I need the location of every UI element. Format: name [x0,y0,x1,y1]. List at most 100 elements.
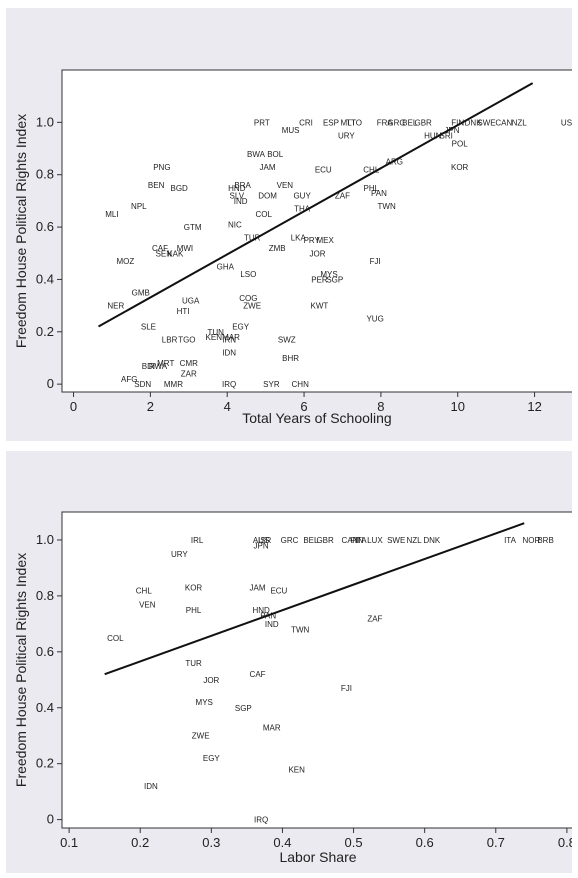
data-point-label: NPL [131,202,147,211]
data-point-label: ZAR [181,370,197,379]
data-point-label: CAF [250,670,266,679]
data-point-label: ISR [258,536,272,545]
data-point-label: JOR [203,676,219,685]
data-point-label: ZAF [367,614,382,623]
x-tick-label: 12 [527,399,541,414]
data-point-label: DNK [423,536,441,545]
data-point-label: EGY [203,754,221,763]
data-point-label: URY [338,131,355,140]
y-axis-label: Freedom House Political Rights Index [13,553,29,787]
y-tick-label: 0.4 [36,271,54,286]
data-point-label: PNG [153,163,170,172]
y-tick-label: 0 [47,812,54,827]
data-point-label: MRT [157,359,174,368]
x-tick-label: 8 [377,399,384,414]
data-point-label: SEN [156,249,173,258]
x-tick-label: 2 [147,399,154,414]
fit-line [98,82,534,328]
x-tick-label: 4 [224,399,231,414]
data-point-label: FIN [351,536,364,545]
data-point-label: PRT [254,118,270,127]
data-point-label: HUN [424,131,442,140]
data-point-label: UGA [182,296,200,305]
data-point-label: SWE [387,536,405,545]
data-point-label: GHA [217,262,235,271]
data-point-label: CHL [136,586,153,595]
data-point-label: KAK [167,249,184,258]
x-axis-label: Total Years of Schooling [242,410,391,426]
data-point-label: NZL [406,536,422,545]
data-point-label: NOR [522,536,540,545]
data-point-label: MLI [105,210,118,219]
data-point-label: PAN [371,189,387,198]
data-point-label: PHL [186,606,202,615]
data-point-label: KEN [288,765,305,774]
data-point-label: IRN [222,336,236,345]
data-point-label: TUR [244,234,261,243]
data-point-label: SDN [134,380,151,389]
data-point-label: IRQ [222,380,236,389]
y-tick-label: 0.6 [36,219,54,234]
data-point-label: BWA [247,150,266,159]
data-point-label: SGP [326,275,343,284]
data-point-label: VEN [139,600,156,609]
data-point-label: LKA [291,234,307,243]
chart-panel-schooling: 0 0.2 0.4 0.6 0.8 1.0 0 2 4 6 8 10 12 PRT CRI ESP MLT T… [6,8,572,441]
data-point-label: ZMB [269,244,286,253]
data-point-label: BGD [171,184,189,193]
data-point-label: URY [171,550,188,559]
data-point-label: AFG [121,375,137,384]
data-point-label: KWT [311,302,329,311]
data-point-label: CAN [342,536,359,545]
labor-share-chart: 0 0.2 0.4 0.6 0.8 1.0 0.1 0.2 0.3 0.4 0.5 0.6 0.7 0.… [13,511,572,865]
data-point-label: AUS [253,536,269,545]
x-axis-label: Labor Share [279,849,356,865]
data-point-label: TWN [378,202,396,211]
data-point-label: ITA [504,536,517,545]
data-point-label: MYS [320,270,337,279]
data-point-label: JPN [444,126,459,135]
data-point-label: HND [252,606,270,615]
data-point-label: PHL [364,184,380,193]
y-tick-label: 0.2 [36,324,54,339]
x-tick-label: 10 [451,399,465,414]
data-point-label: MEX [317,236,335,245]
y-tick-label: 0.8 [36,588,54,603]
data-point-label: IRL [191,536,204,545]
data-point-label: MUS [282,126,300,135]
data-point-label: JPN [254,542,269,551]
x-tick-label: 0.5 [345,835,363,850]
data-point-label: BOL [267,150,284,159]
data-point-label: NZL [512,118,528,127]
data-point-label: GUY [293,192,311,201]
data-point-label: MLT [341,118,357,127]
data-point-label: JAM [250,584,266,593]
x-tick-label: 0.2 [131,835,149,850]
data-point-label: GBR [316,536,334,545]
data-point-label: MAR [263,723,281,732]
data-point-label: ECU [315,165,332,174]
schooling-chart: 00.20.40.60.81.0 0 2 4 6 8 10 12 PRT CRI ESP MLTT… [13,69,572,426]
fit-line [104,522,525,676]
data-point-label: ZWE [192,732,210,741]
data-point-label: ARG [386,158,403,167]
x-tick-label: 0.4 [273,835,291,850]
data-point-label: PRY [304,236,321,245]
plot-area [61,511,572,829]
y-tick-label: 1.0 [36,114,54,129]
data-point-label: JAM [260,163,276,172]
data-point-label: SLE [141,323,156,332]
data-point-label: ZWE [243,302,261,311]
data-point-label: SRI [440,131,453,140]
data-point-label: MOZ [117,257,135,266]
y-tick-label: 0 [47,376,54,391]
data-point-label: IRQ [254,816,268,825]
data-point-label: CHN [292,380,310,389]
y-tick-label: 0.8 [36,167,54,182]
data-point-label: TTO [346,118,362,127]
data-point-label: CMR [180,359,198,368]
data-point-label: BDI [142,362,155,371]
data-point-label: BRB [537,536,553,545]
data-point-label: FJI [341,684,352,693]
data-point-label: BHR [282,354,299,363]
